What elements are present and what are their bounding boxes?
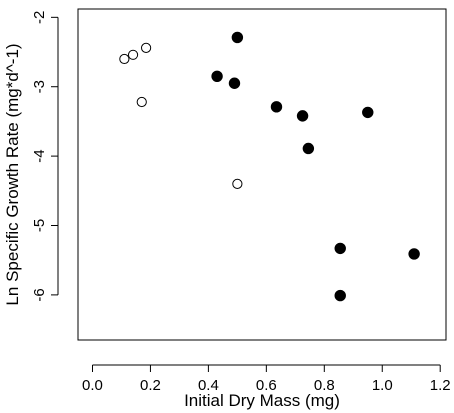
x-tick-label: 0.8 [314,377,335,394]
open-point [140,42,152,53]
open-point [232,178,243,189]
y-tick-label: -3 [31,80,48,93]
filled-point [211,70,223,83]
y-axis-title: Ln Specific Growth Rate (mg*d^-1) [3,43,22,305]
x-tick-label: 0.0 [82,377,103,394]
filled-point [408,248,420,260]
filled-point [302,142,315,155]
open-point [136,96,147,108]
filled-point [334,289,346,302]
y-tick-label: -4 [31,149,48,162]
data-points [119,31,420,302]
open-point [127,49,139,60]
filled-point [334,242,346,255]
open-point [119,53,130,65]
axes [77,8,447,341]
plot-frame [77,8,447,341]
x-tick-label: 1.0 [372,377,393,394]
x-tick-label: 0.6 [256,377,277,394]
x-tick-label: 0.4 [198,377,219,394]
x-tick-label: 0.2 [140,377,161,394]
filled-point [231,31,244,44]
x-axis-title: Initial Dry Mass (mg) [184,391,340,410]
filled-point [228,77,241,89]
y-tick-label: -2 [31,11,48,24]
y-tick-label: -6 [31,288,48,301]
x-tick-label: 1.2 [430,377,451,394]
filled-point [362,106,374,119]
filled-point [296,110,309,122]
axis-ticks: 0.0 0.2 0.4 0.6 0.8 1.0 1.2 -6 -5 -4 -3 -2 [31,11,451,394]
y-tick-label: -5 [31,219,48,232]
filled-point [270,101,283,113]
